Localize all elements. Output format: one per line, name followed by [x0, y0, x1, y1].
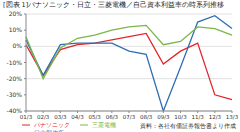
svg-text:05/3: 05/3 [88, 114, 101, 120]
svg-text:10/3: 10/3 [174, 114, 187, 120]
svg-text:-10%: -10% [8, 59, 22, 66]
svg-text:0%: 0% [12, 42, 22, 49]
html-text:三菱電機: 三菱電機 [92, 121, 116, 128]
svg-text:09/3: 09/3 [157, 114, 170, 120]
svg-text:-20%: -20% [8, 75, 22, 82]
svg-text:10%: 10% [9, 26, 23, 33]
html-text:[図表 1]パナソニック・日立・三菱電機／自己資本利益率の時: [図表 1]パナソニック・日立・三菱電機／自己資本利益率の時系列推移 [3, 1, 225, 9]
svg-text:-30%: -30% [8, 91, 22, 98]
svg-text:-40%: -40% [8, 107, 22, 114]
svg-text:08/3: 08/3 [140, 114, 153, 120]
svg-text:13/3: 13/3 [226, 114, 232, 120]
svg-text:01/3: 01/3 [20, 114, 33, 120]
svg-text:11/3: 11/3 [191, 114, 204, 120]
svg-text:02/3: 02/3 [37, 114, 50, 120]
html-text:パナソニック: パナソニック [34, 121, 70, 128]
svg-text:04/3: 04/3 [71, 114, 84, 120]
svg-text:20%: 20% [9, 11, 23, 17]
svg-text:06/3: 06/3 [106, 114, 119, 120]
svg-text:03/3: 03/3 [54, 114, 67, 120]
svg-text:07/3: 07/3 [123, 114, 136, 120]
svg-text:12/3: 12/3 [209, 114, 222, 120]
html-text:資料：各社有価証券報告書より作成: 資料：各社有価証券報告書より作成 [140, 123, 236, 129]
